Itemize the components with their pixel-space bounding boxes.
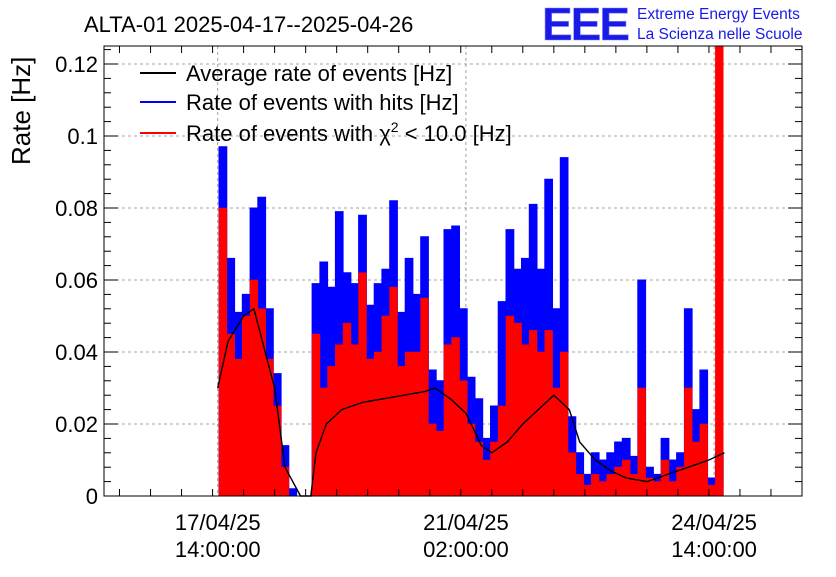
y-tick-label: 0.02 — [55, 412, 98, 437]
eee-logo: EEE Extreme Energy Events La Scienza nel… — [542, 0, 803, 50]
x-tick-date: 21/04/25 — [423, 510, 509, 535]
x-tick-date: 24/04/25 — [671, 510, 757, 535]
logo-line2: La Scienza nelle Scuole — [637, 26, 802, 43]
legend-label: Rate of events with hits [Hz] — [186, 90, 459, 115]
y-tick-label: 0.08 — [55, 196, 98, 221]
y-tick-label: 0.12 — [55, 52, 98, 77]
x-tick-date: 17/04/25 — [175, 510, 261, 535]
legend-label-prefix: Rate of events with — [186, 121, 379, 146]
x-tick-time: 14:00:00 — [175, 537, 261, 562]
legend-label: Rate of events with χ2 < 10.0 [Hz] — [186, 119, 512, 146]
axes: 00.020.040.060.080.10.1217/04/2514:00:00… — [55, 45, 803, 562]
x-tick-time: 02:00:00 — [423, 537, 509, 562]
legend-label: Average rate of events [Hz] — [186, 61, 452, 86]
chart-title: ALTA-01 2025-04-17--2025-04-26 — [84, 12, 413, 37]
y-tick-label: 0.1 — [67, 124, 98, 149]
logo-mark: EEE — [542, 0, 628, 50]
logo-line1: Extreme Energy Events — [637, 6, 800, 23]
x-tick-time: 14:00:00 — [671, 537, 757, 562]
legend: Average rate of events [Hz] Rate of event… — [140, 61, 512, 146]
legend-label-suffix: < 10.0 [Hz] — [399, 121, 512, 146]
y-tick-label: 0 — [86, 484, 98, 509]
series-average — [217, 307, 725, 497]
plot-area — [217, 45, 725, 497]
legend-label-symbol: χ — [379, 121, 391, 146]
series-chi2 — [218, 45, 724, 497]
y-axis-label: Rate [Hz] — [6, 57, 36, 165]
legend-label-sup: 2 — [391, 119, 399, 135]
plot-frame — [103, 45, 803, 497]
y-tick-label: 0.04 — [55, 340, 98, 365]
y-tick-label: 0.06 — [55, 268, 98, 293]
